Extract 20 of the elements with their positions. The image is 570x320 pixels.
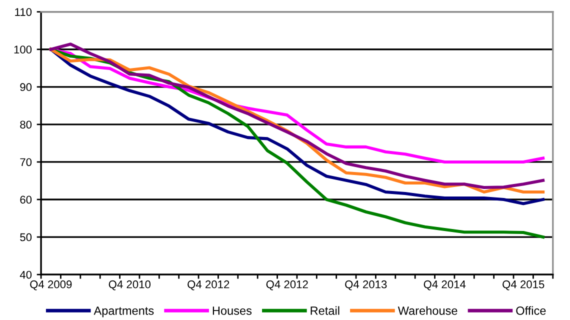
x-tick-label: Q4 2010	[108, 280, 151, 290]
legend-label: Houses	[212, 306, 252, 315]
y-tick-label: 40	[20, 270, 32, 279]
x-tick-label: Q4 2012	[266, 280, 308, 290]
y-tick-label: 110	[15, 8, 32, 16]
legend-label: Office	[516, 306, 546, 315]
y-tick-label: 100	[14, 46, 32, 54]
y-tick-label: 50	[20, 233, 32, 242]
y-tick-label: 60	[20, 196, 32, 204]
x-tick-label: Q4 2012	[188, 280, 230, 290]
y-tick-label: 70	[20, 158, 32, 166]
legend-label: Apartments	[94, 306, 154, 318]
x-tick-label: Q4 2015	[502, 280, 544, 290]
y-tick-label: 80	[20, 120, 32, 129]
legend-label: Retail	[310, 306, 340, 315]
legend-label: Warehouse	[398, 306, 458, 315]
x-tick-label: Q4 2014	[424, 280, 466, 290]
y-tick-label: 90	[20, 83, 32, 92]
x-tick-label: Q4 2013	[345, 280, 387, 290]
x-tick-label: Q4 2009	[30, 280, 72, 290]
